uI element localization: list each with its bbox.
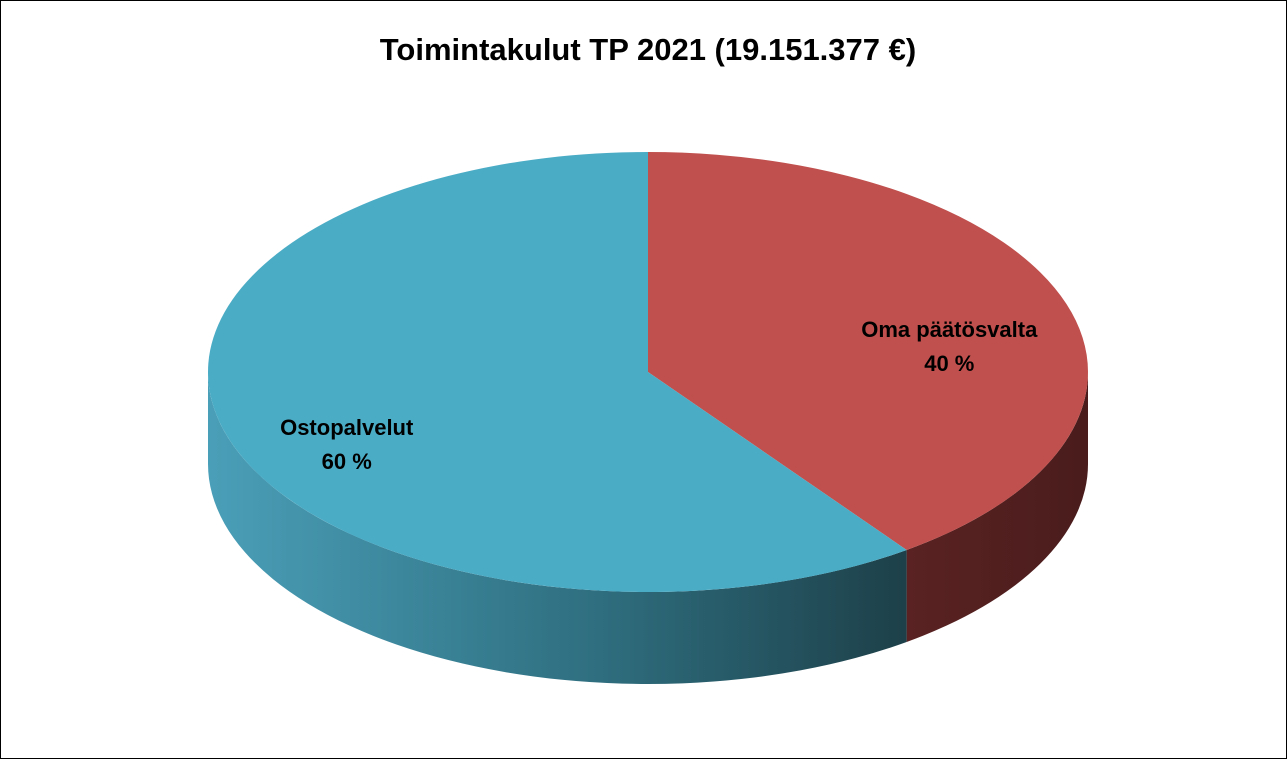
data-label-value: 60 % [322,449,372,474]
slice [648,152,1088,550]
data-label-name: Ostopalvelut [280,415,414,440]
data-label-name: Oma päätösvalta [861,317,1038,342]
slice-side [208,372,907,684]
data-label-value: 40 % [924,351,974,376]
chart-title: Toimintakulut TP 2021 (19.151.377 €) [380,32,916,67]
slice-side [906,372,1088,642]
slice [207,152,907,593]
